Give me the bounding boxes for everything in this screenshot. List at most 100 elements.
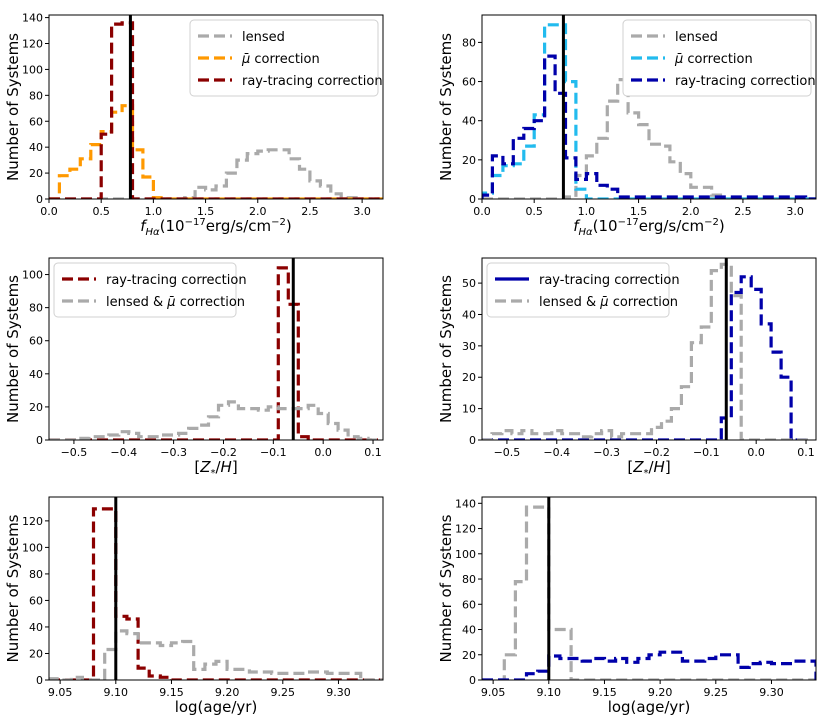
y-tick-label: 0 <box>36 674 43 687</box>
x-tick-label: 0.0 <box>314 446 332 459</box>
y-tick-label: 20 <box>462 371 476 384</box>
x-tick-label: −0.2 <box>643 446 670 459</box>
x-tick-label: 1.5 <box>197 205 215 218</box>
x-tick-label: 9.10 <box>104 686 129 699</box>
x-tick-label: 2.5 <box>301 205 319 218</box>
y-tick-label: 80 <box>29 568 43 581</box>
y-tick-label: 100 <box>22 269 43 282</box>
x-tick-label: −0.4 <box>543 446 570 459</box>
x-tick-label: 1.0 <box>145 205 163 218</box>
histogram-series-3 <box>49 21 383 199</box>
y-tick-label: 60 <box>29 115 43 128</box>
y-tick-label: 60 <box>462 598 476 611</box>
y-tick-label: 100 <box>22 541 43 554</box>
plot-frame <box>481 14 817 200</box>
histogram-series-2 <box>482 262 811 440</box>
legend-label: lensed & μ̄ correction <box>106 295 245 310</box>
x-tick-label: 9.30 <box>326 686 351 699</box>
legend-box <box>486 262 670 318</box>
histogram-series-2 <box>49 629 383 680</box>
y-tick-label: 20 <box>29 401 43 414</box>
plot-frame <box>481 257 817 441</box>
x-tick-label: −0.2 <box>210 446 237 459</box>
y-tick-label: 100 <box>455 548 476 561</box>
y-tick-label: 120 <box>455 523 476 536</box>
x-axis-label: [Z*/H] <box>627 458 670 479</box>
series-group <box>49 21 383 199</box>
x-tick-label: 9.15 <box>159 686 184 699</box>
chart-panel-5: 9.05 9.10 9.15 9.20 9.25 9.30 0 20 40 60 80 100 120 l… <box>4 496 384 715</box>
chart-panel-2: 0.0 0.5 1.0 1.5 2.0 2.5 3.0 0 20 40 60 80 fHα(10−17e… <box>437 14 817 238</box>
x-axis-label: log(age/yr) <box>175 698 258 715</box>
x-tick-label: 0.0 <box>473 205 491 218</box>
x-tick-label: −0.5 <box>494 446 521 459</box>
x-tick-label: 0.0 <box>40 205 58 218</box>
y-tick-label: 80 <box>29 302 43 315</box>
x-tick-label: −0.4 <box>110 446 137 459</box>
y-axis-label: Number of Systems <box>437 275 455 423</box>
x-tick-label: −0.1 <box>260 446 287 459</box>
y-tick-label: 40 <box>29 621 43 634</box>
y-tick-label: 0 <box>36 434 43 447</box>
y-axis-label: Number of Systems <box>4 33 22 181</box>
legend-label: ray-tracing correction <box>539 273 680 288</box>
legend: lensed μ̄ correction ray-tracing correctio… <box>622 19 816 97</box>
x-tick-label: −0.5 <box>61 446 88 459</box>
x-tick-label: −0.1 <box>693 446 720 459</box>
plot-frame <box>48 257 384 441</box>
chart-panel-1: 0.0 0.5 1.0 1.5 2.0 2.5 3.0 0 20 40 60 80 100 120 140 f… <box>4 12 384 238</box>
y-tick-label: 140 <box>22 12 43 25</box>
legend: lensed μ̄ correction ray-tracing correctio… <box>189 19 383 97</box>
chart-panel-4: −0.5 −0.4 −0.3 −0.2 −0.1 0.0 0.1 0 10 20 30 40 50 [Z*… <box>437 257 817 479</box>
y-tick-label: 120 <box>22 515 43 528</box>
y-axis-label: Number of Systems <box>4 275 22 423</box>
x-tick-label: 9.30 <box>759 686 784 699</box>
x-tick-label: 3.0 <box>786 205 804 218</box>
y-tick-label: 20 <box>29 167 43 180</box>
legend-box <box>189 19 379 97</box>
chart-panel-6: 9.05 9.10 9.15 9.20 9.25 9.30 0 20 40 60 80 100 120 1… <box>437 496 817 715</box>
y-tick-label: 0 <box>36 193 43 206</box>
y-tick-label: 140 <box>455 497 476 510</box>
series-group <box>49 507 383 680</box>
y-tick-label: 0 <box>469 674 476 687</box>
y-tick-label: 80 <box>29 89 43 102</box>
x-tick-label: 0.5 <box>525 205 543 218</box>
y-tick-label: 20 <box>29 647 43 660</box>
legend-label: ray-tracing correction <box>242 74 383 89</box>
x-tick-label: 2.5 <box>734 205 752 218</box>
y-tick-label: 80 <box>462 36 476 49</box>
plot-frame <box>48 496 384 681</box>
histogram-series-2 <box>49 104 383 199</box>
legend-box <box>53 262 237 318</box>
y-tick-label: 10 <box>462 403 476 416</box>
legend: ray-tracing correction lensed & μ̄ correc… <box>53 262 247 318</box>
x-tick-label: 1.5 <box>630 205 648 218</box>
legend-label: lensed & μ̄ correction <box>539 295 678 310</box>
x-tick-label: 9.25 <box>271 686 296 699</box>
plot-frame <box>48 14 384 200</box>
y-tick-label: 40 <box>29 141 43 154</box>
legend-label: lensed <box>675 30 718 45</box>
x-tick-label: 9.15 <box>592 686 617 699</box>
x-axis-label: fHα(10−17erg/s/cm−2) <box>573 217 725 238</box>
y-tick-label: 120 <box>22 38 43 51</box>
legend: ray-tracing correction lensed & μ̄ correc… <box>486 262 680 318</box>
y-tick-label: 20 <box>462 649 476 662</box>
y-tick-label: 60 <box>29 335 43 348</box>
x-tick-label: 0.1 <box>364 446 382 459</box>
y-tick-label: 50 <box>462 277 476 290</box>
x-tick-label: 3.0 <box>353 205 371 218</box>
x-tick-label: 1.0 <box>578 205 596 218</box>
y-tick-label: 0 <box>469 193 476 206</box>
x-tick-label: 9.20 <box>648 686 673 699</box>
y-tick-label: 40 <box>29 368 43 381</box>
histogram-series-2 <box>482 650 816 680</box>
y-axis-label: Number of Systems <box>4 514 22 662</box>
x-tick-label: 0.5 <box>92 205 110 218</box>
y-tick-label: 40 <box>462 308 476 321</box>
x-axis-label: [Z*/H] <box>194 458 237 479</box>
y-axis-label: Number of Systems <box>437 514 455 662</box>
histogram-series-1 <box>49 148 383 199</box>
